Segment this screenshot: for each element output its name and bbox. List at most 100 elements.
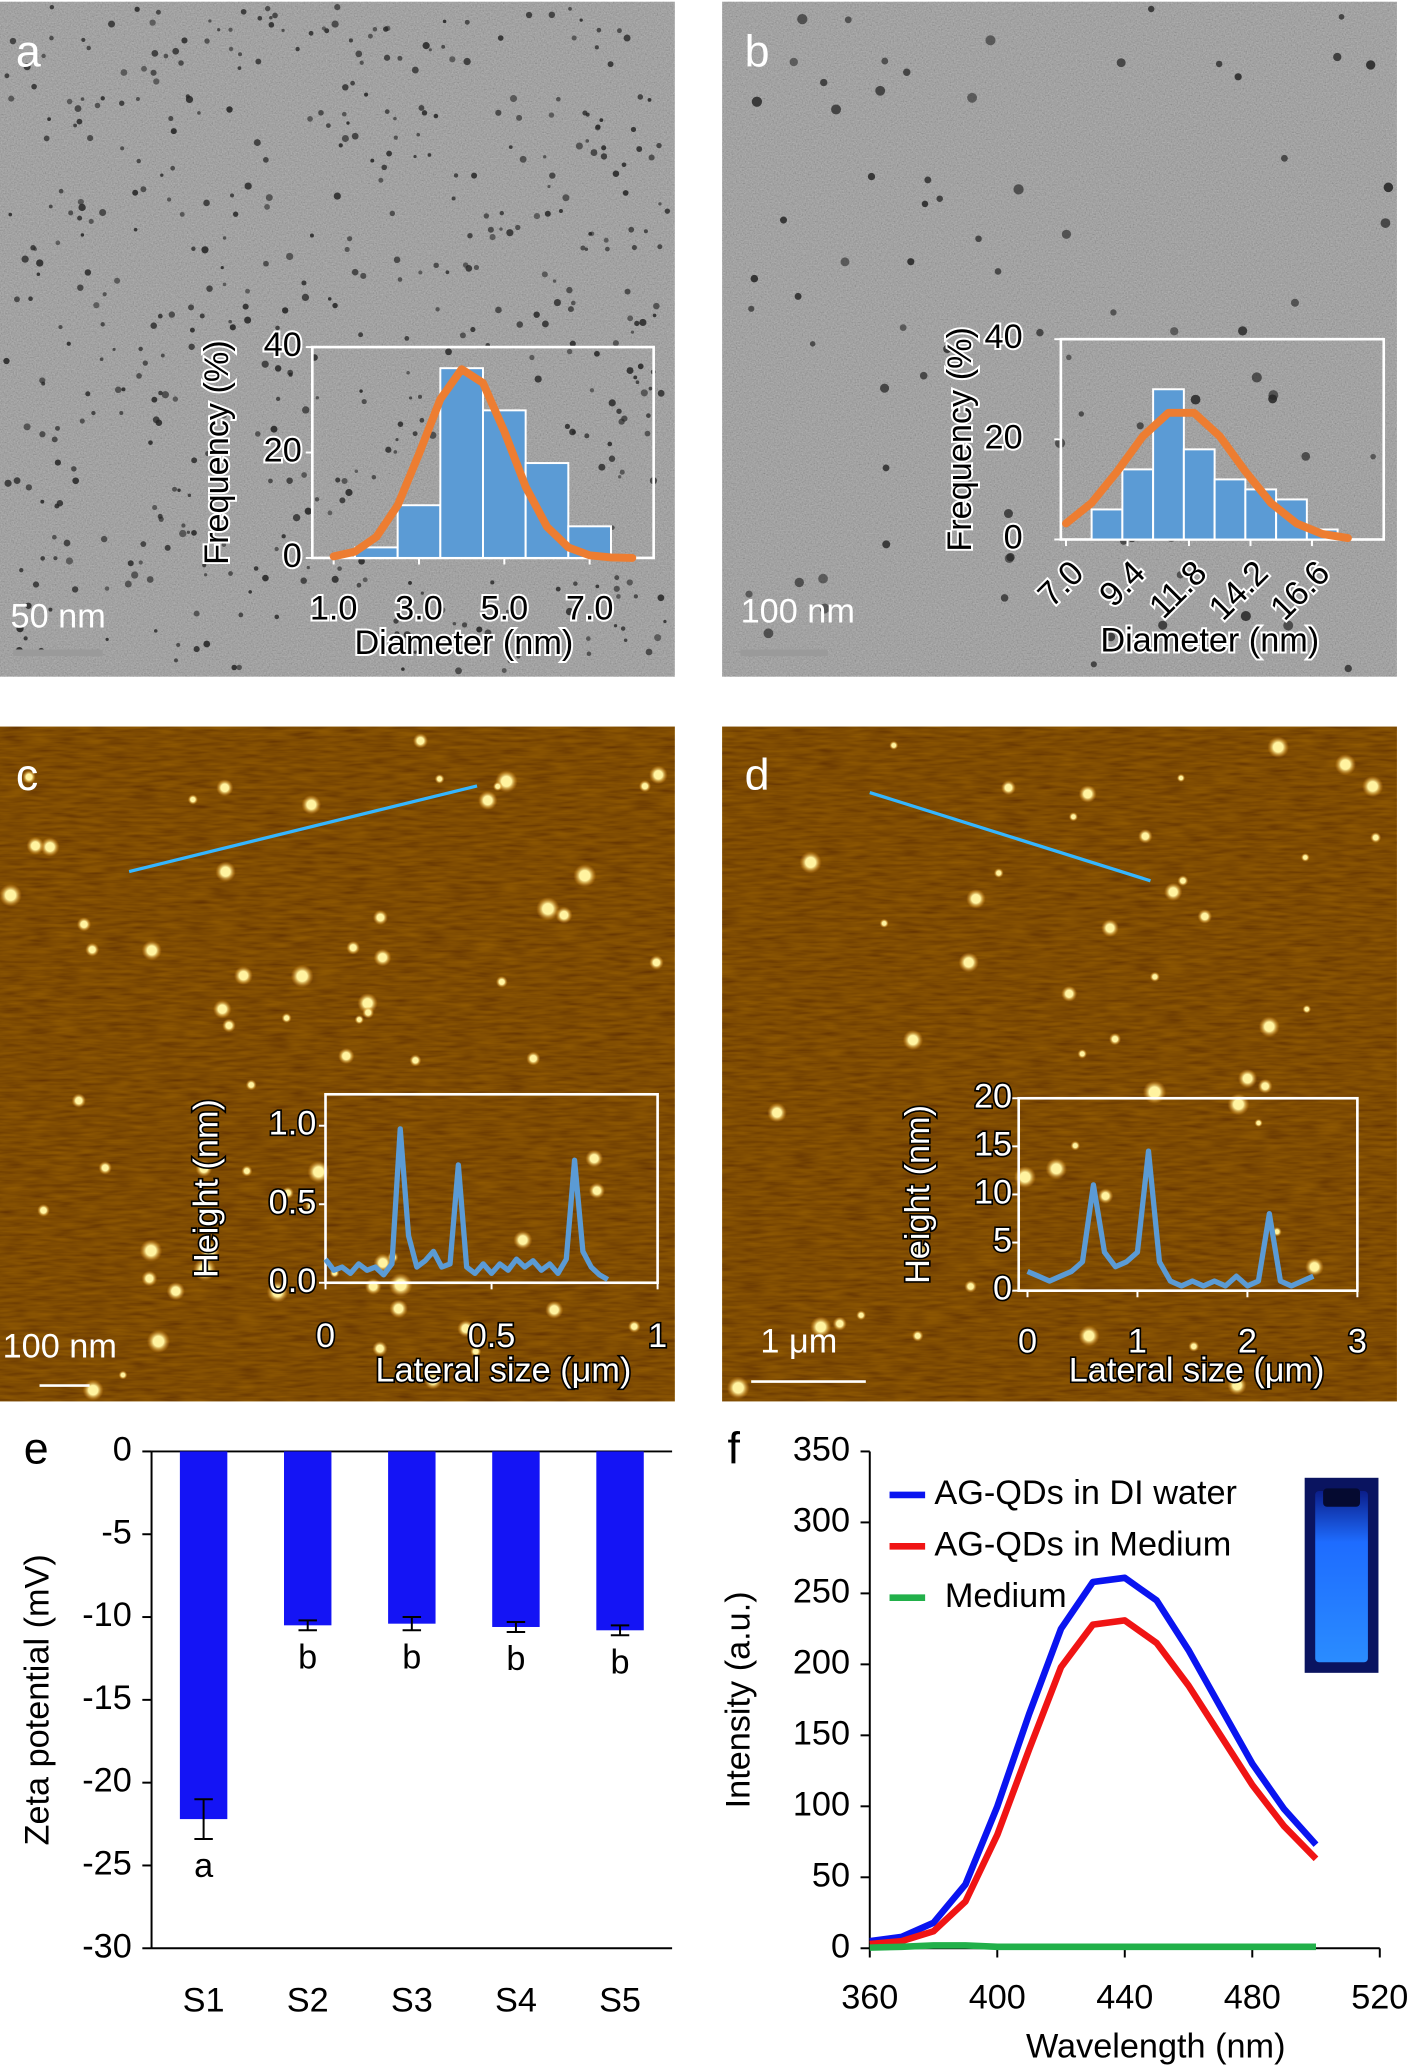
y-tick-label: 300 xyxy=(793,1501,850,1539)
particle xyxy=(149,19,156,26)
particle xyxy=(142,360,148,366)
y-tick-label: -5 xyxy=(101,1513,131,1551)
particle xyxy=(39,377,46,384)
particle xyxy=(357,993,378,1014)
error-bar xyxy=(194,1798,213,1840)
particle xyxy=(135,97,140,101)
particle xyxy=(588,231,593,236)
particle xyxy=(292,514,301,522)
particle xyxy=(362,577,368,583)
particle xyxy=(536,897,560,921)
particle xyxy=(302,406,310,414)
particle xyxy=(248,590,252,594)
particle xyxy=(654,634,662,642)
particle xyxy=(516,654,521,659)
particle xyxy=(226,106,233,113)
particle xyxy=(26,836,45,855)
particle xyxy=(557,652,561,656)
series-line xyxy=(869,1942,1316,1951)
particle xyxy=(799,851,822,874)
particle xyxy=(779,216,788,224)
particle xyxy=(620,626,626,631)
particle xyxy=(470,326,476,333)
particle xyxy=(134,6,140,12)
particle xyxy=(463,57,471,66)
y-axis-label: Height (nm) xyxy=(187,1099,225,1278)
particle xyxy=(595,584,600,589)
particle xyxy=(1362,775,1384,798)
particle xyxy=(575,142,583,150)
particle xyxy=(840,257,850,267)
x-tick-label: 480 xyxy=(1224,1979,1281,2017)
particle xyxy=(538,633,544,639)
particle xyxy=(616,594,621,599)
y-tick-label: 0 xyxy=(283,537,302,575)
particle xyxy=(360,272,367,280)
particle xyxy=(333,192,341,200)
particle xyxy=(439,607,446,613)
particle xyxy=(993,868,1004,878)
particle xyxy=(264,204,270,210)
particle xyxy=(212,999,232,1019)
particle xyxy=(332,302,338,309)
particle xyxy=(314,497,320,502)
particle xyxy=(217,28,221,32)
particle xyxy=(53,556,58,561)
particle xyxy=(589,388,595,393)
particle xyxy=(216,779,234,797)
particle xyxy=(233,966,253,986)
particle xyxy=(1268,394,1278,404)
particle xyxy=(240,8,247,15)
particle xyxy=(418,105,425,111)
particle xyxy=(78,203,86,212)
particle xyxy=(614,575,620,581)
profile-path xyxy=(128,784,478,874)
y-tick-label: 0 xyxy=(1004,519,1023,557)
particle xyxy=(547,184,551,189)
particle xyxy=(608,399,616,407)
particle xyxy=(797,13,808,25)
particle xyxy=(371,474,377,480)
particle xyxy=(191,530,197,536)
particle xyxy=(255,431,261,437)
particle xyxy=(1036,328,1044,337)
particle xyxy=(1234,73,1242,81)
particle xyxy=(936,195,943,202)
particle xyxy=(1068,812,1078,822)
particle xyxy=(141,65,147,72)
particle xyxy=(607,61,614,68)
particle xyxy=(907,258,915,266)
particle xyxy=(617,475,622,479)
particle xyxy=(274,365,282,372)
particle xyxy=(599,118,604,122)
x-tick-label: 0 xyxy=(1018,1322,1037,1360)
particle xyxy=(1227,1375,1247,1395)
particle xyxy=(77,284,84,291)
particle xyxy=(263,260,269,267)
particle xyxy=(215,861,236,882)
particle xyxy=(99,357,104,362)
panel-label: c xyxy=(16,750,38,800)
particle xyxy=(138,346,143,352)
particle xyxy=(549,172,556,179)
particle xyxy=(195,1160,213,1177)
particle xyxy=(206,285,213,292)
particle xyxy=(166,1281,185,1301)
particle xyxy=(534,375,542,383)
particle xyxy=(33,247,38,251)
particle xyxy=(344,246,350,253)
particle xyxy=(573,581,578,586)
particle xyxy=(1176,571,1185,579)
particle xyxy=(513,1230,533,1250)
particle xyxy=(1254,1118,1263,1128)
particle xyxy=(133,227,138,232)
particle xyxy=(433,262,439,269)
particle xyxy=(86,45,91,51)
particle xyxy=(545,1300,564,1319)
particle xyxy=(231,664,237,671)
particle xyxy=(1197,909,1213,924)
particle xyxy=(341,111,347,117)
particle xyxy=(1066,354,1072,361)
particle xyxy=(335,477,341,483)
particle xyxy=(569,340,576,347)
